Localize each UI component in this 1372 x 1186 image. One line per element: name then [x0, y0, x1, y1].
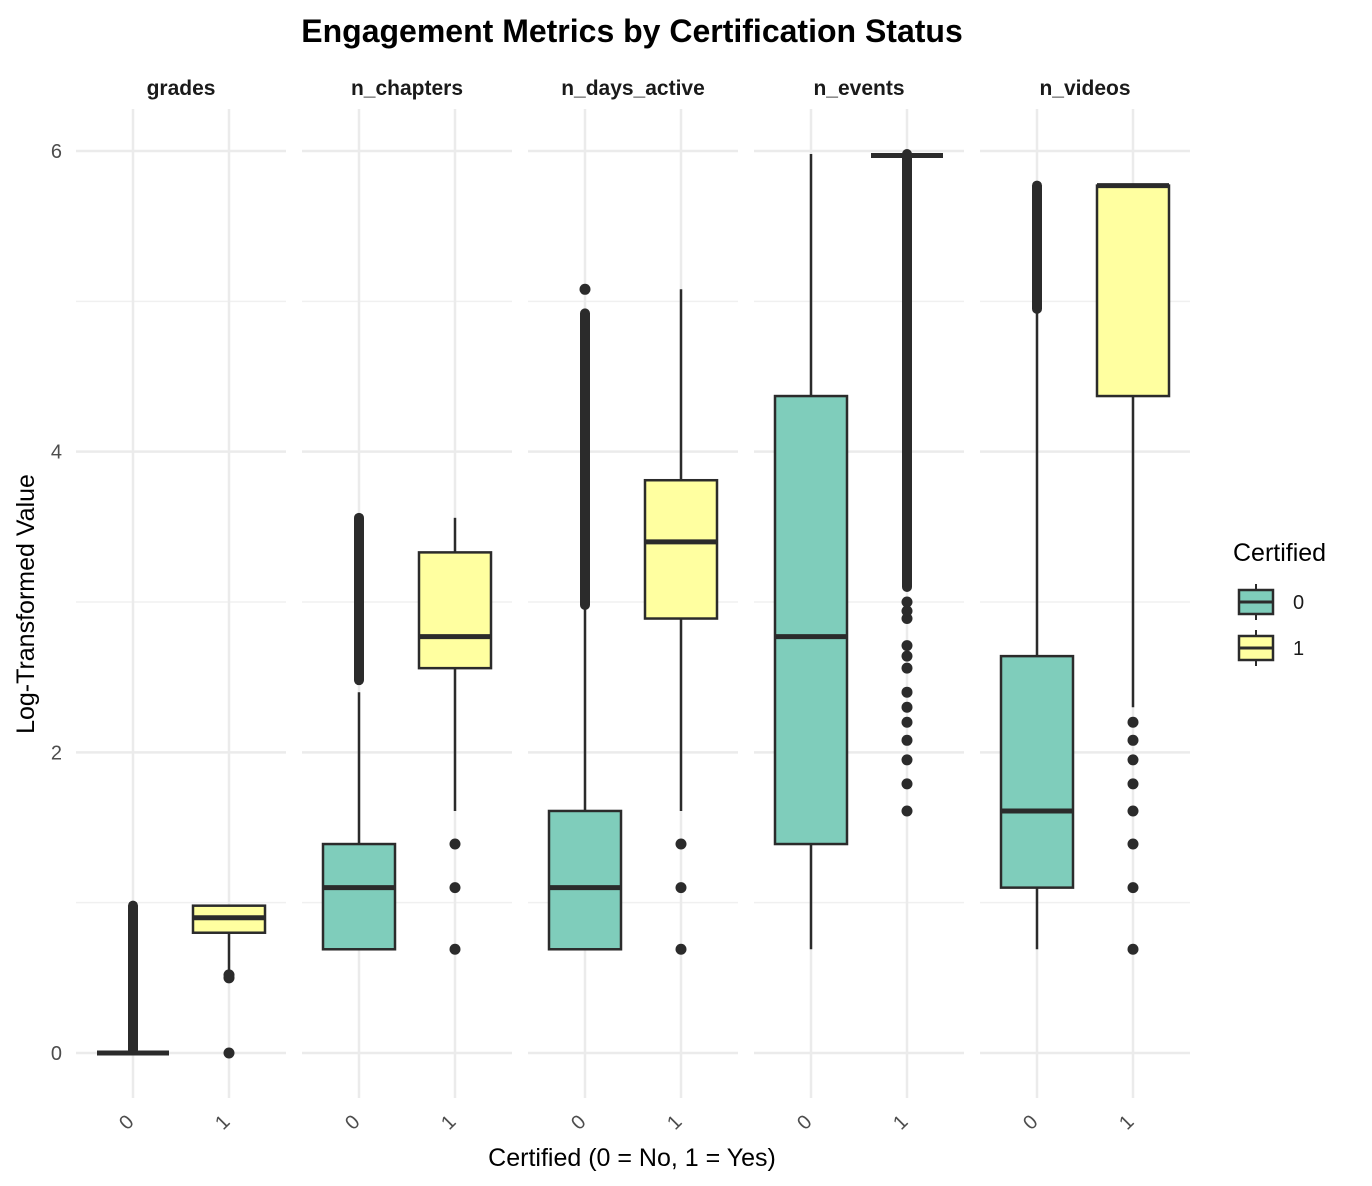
x-tick-label: 0 [341, 1111, 364, 1134]
outlier-point [901, 650, 913, 662]
outlier-point [1127, 805, 1139, 817]
x-tick-label: 1 [889, 1111, 912, 1134]
outlier-point [901, 686, 913, 698]
outlier-point [223, 1047, 235, 1059]
facet-label: grades [147, 77, 216, 100]
outlier-point [901, 662, 913, 674]
outlier-point [901, 640, 913, 652]
panel-n_events: n_events 0 1 [754, 77, 964, 1134]
outlier-point [901, 754, 913, 766]
outlier-band [580, 308, 590, 611]
y-tick-label: 6 [51, 141, 62, 163]
legend-entry-1: 1 [1237, 630, 1304, 666]
y-tick-label: 0 [51, 1043, 62, 1065]
outlier-point [223, 969, 235, 981]
outlier-point [675, 882, 687, 894]
boxplot-n_videos-0 [999, 180, 1075, 950]
box [643, 478, 719, 620]
x-tick-label: 0 [1019, 1111, 1042, 1134]
outlier-point [901, 778, 913, 790]
x-tick-label: 1 [437, 1111, 460, 1134]
x-tick-label: 1 [663, 1111, 686, 1134]
boxplot-n_events-1 [871, 149, 943, 817]
panel-n_videos: n_videos 0 1 [980, 77, 1190, 1134]
x-tick-label: 0 [115, 1111, 138, 1134]
outlier-band [1032, 180, 1042, 314]
x-tick-label: 1 [1115, 1111, 1138, 1134]
outlier-point [901, 805, 913, 817]
legend-entry-0: 0 [1237, 584, 1304, 620]
outlier-point [901, 701, 913, 713]
facet-label: n_events [813, 77, 904, 100]
legend-label: 0 [1293, 592, 1304, 614]
boxplot-n_days_active-1 [643, 289, 719, 955]
y-tick-label: 4 [51, 442, 62, 464]
outlier-point [1127, 716, 1139, 728]
panel-n_chapters: n_chapters 0 1 [302, 77, 512, 1134]
outlier-point [1127, 943, 1139, 955]
y-axis-label: Log-Transformed Value [12, 474, 40, 734]
outlier-point [901, 734, 913, 746]
outlier-point [1127, 754, 1139, 766]
box [547, 809, 623, 951]
outlier-point [449, 943, 461, 955]
boxplot-n_days_active-0 [547, 283, 623, 951]
boxplot-grades-1 [191, 904, 267, 1059]
legend-label: 1 [1293, 638, 1304, 660]
facet-label: n_chapters [351, 77, 463, 100]
outlier-point [1127, 734, 1139, 746]
box [417, 551, 493, 670]
x-axis-label: Certified (0 = No, 1 = Yes) [488, 1144, 776, 1172]
outlier-band [128, 900, 138, 1055]
legend: Certified 0 1 [1233, 539, 1326, 666]
outlier-point [901, 716, 913, 728]
outlier-point [675, 943, 687, 955]
facet-label: n_videos [1039, 77, 1130, 100]
outlier-point [449, 838, 461, 850]
y-axis: 0 2 4 6 [51, 141, 62, 1065]
panel-grades: grades 0 1 [76, 77, 286, 1134]
x-tick-label: 0 [567, 1111, 590, 1134]
outlier-point [449, 882, 461, 894]
box [1095, 184, 1171, 398]
boxplot-n_videos-1 [1095, 183, 1171, 955]
chart-title: Engagement Metrics by Certification Stat… [301, 13, 962, 49]
outlier-band [354, 512, 364, 686]
outlier-point [1127, 838, 1139, 850]
panel-n_days_active: n_days_active 0 1 [528, 77, 738, 1134]
x-tick-label: 0 [793, 1111, 816, 1134]
outlier-point [901, 613, 913, 625]
boxplot-grades-0 [97, 900, 169, 1056]
boxplot-n_events-0 [773, 154, 849, 950]
x-tick-label: 1 [211, 1111, 234, 1134]
y-tick-label: 2 [51, 742, 62, 764]
outlier-point [1127, 778, 1139, 790]
outlier-point [579, 283, 591, 295]
box [321, 842, 397, 951]
outlier-point [1127, 882, 1139, 894]
outlier-point [901, 596, 913, 608]
outlier-point [675, 838, 687, 850]
outlier-band [902, 149, 912, 592]
legend-title: Certified [1233, 539, 1326, 567]
facet-label: n_days_active [561, 77, 705, 100]
boxplot-n_chapters-1 [417, 517, 493, 955]
box [773, 394, 849, 846]
boxplot-n_chapters-0 [321, 512, 397, 951]
box [999, 654, 1075, 889]
outlier-point [901, 605, 913, 617]
